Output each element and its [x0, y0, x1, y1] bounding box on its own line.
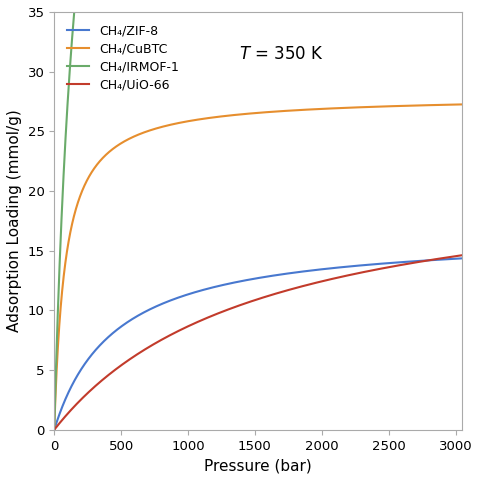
CH₄/ZIF-8 — [459, 255, 465, 261]
Line: CH₄/IRMOF-1: CH₄/IRMOF-1 — [54, 0, 462, 430]
CH₄/UiO-66 — [318, 279, 324, 285]
Line: CH₄/ZIF-8: CH₄/ZIF-8 — [54, 258, 462, 430]
CH₄/CuBTC — [318, 106, 324, 112]
Line: CH₄/UiO-66: CH₄/UiO-66 — [54, 255, 462, 430]
CH₄/ZIF-8 — [75, 371, 81, 377]
CH₄/IRMOF-1 — [51, 427, 57, 432]
CH₄/CuBTC — [433, 102, 439, 108]
CH₄/CuBTC — [113, 144, 119, 150]
CH₄/UiO-66 — [105, 372, 111, 378]
CH₄/ZIF-8 — [113, 328, 119, 334]
Y-axis label: Adsorption Loading (mmol/g): Adsorption Loading (mmol/g) — [7, 109, 22, 332]
X-axis label: Pressure (bar): Pressure (bar) — [204, 458, 312, 473]
CH₄/UiO-66 — [179, 326, 184, 332]
Text: $\mathit{T}$ = 350 K: $\mathit{T}$ = 350 K — [239, 45, 324, 63]
CH₄/ZIF-8 — [179, 294, 184, 300]
CH₄/CuBTC — [75, 199, 81, 204]
CH₄/UiO-66 — [75, 399, 81, 405]
CH₄/ZIF-8 — [51, 427, 57, 432]
Line: CH₄/CuBTC: CH₄/CuBTC — [54, 105, 462, 430]
Legend: CH₄/ZIF-8, CH₄/CuBTC, CH₄/IRMOF-1, CH₄/UiO-66: CH₄/ZIF-8, CH₄/CuBTC, CH₄/IRMOF-1, CH₄/U… — [60, 18, 185, 98]
CH₄/UiO-66 — [433, 256, 439, 262]
CH₄/UiO-66 — [113, 366, 119, 372]
CH₄/UiO-66 — [51, 427, 57, 432]
CH₄/ZIF-8 — [433, 257, 439, 263]
CH₄/CuBTC — [179, 120, 184, 125]
CH₄/CuBTC — [51, 427, 57, 432]
CH₄/ZIF-8 — [318, 266, 324, 272]
CH₄/ZIF-8 — [105, 335, 111, 340]
CH₄/CuBTC — [105, 150, 111, 156]
CH₄/UiO-66 — [459, 252, 465, 258]
CH₄/CuBTC — [459, 102, 465, 108]
